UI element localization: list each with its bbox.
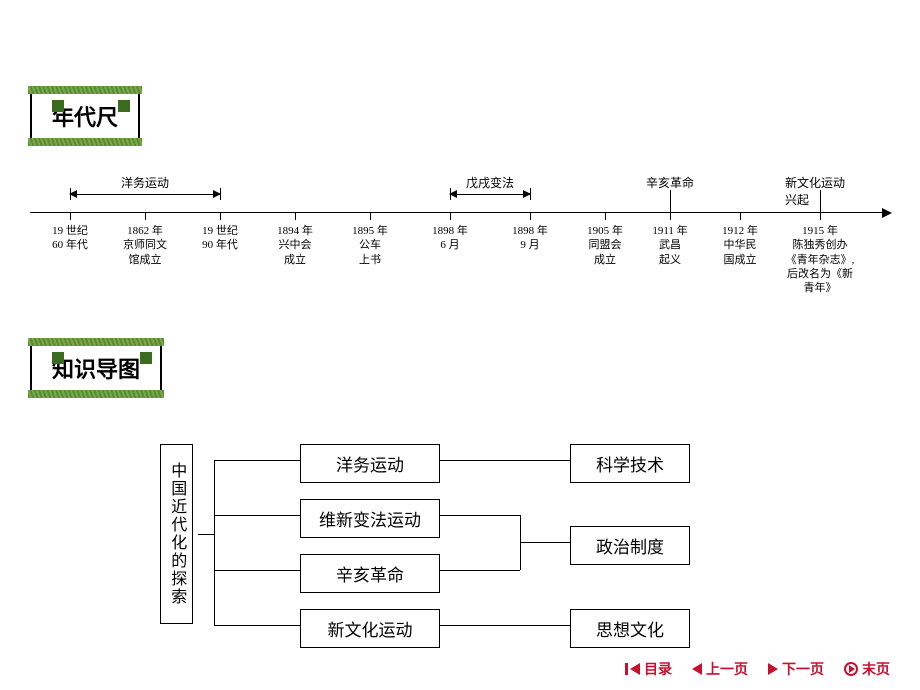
connector-line — [214, 625, 300, 626]
timeline-tick-label: 1912 年 中华民 国成立 — [722, 224, 758, 267]
timeline-tick-label: 1898 年 6 月 — [432, 224, 468, 253]
nav-label: 上一页 — [706, 659, 748, 679]
timeline-tick — [220, 212, 221, 220]
connector-line — [214, 570, 300, 571]
diagram-middle-box: 维新变法运动 — [300, 499, 440, 538]
triangle-right-icon — [768, 663, 778, 675]
timeline-tick — [530, 212, 531, 220]
timeline-axis — [30, 212, 890, 213]
nav-next[interactable]: 下一页 — [768, 659, 824, 679]
grass-decor — [28, 86, 142, 94]
timeline-tick — [605, 212, 606, 220]
timeline-tick — [450, 212, 451, 220]
timeline-tick-label: 1898 年 9 月 — [512, 224, 548, 253]
timeline-tick-label: 1894 年 兴中会 成立 — [277, 224, 313, 267]
timeline-tick-label: 1911 年 武昌 起义 — [652, 224, 687, 267]
knowledge-diagram: 中国近代化的探索 洋务运动维新变法运动辛亥革命新文化运动 科学技术政治制度思想文… — [0, 414, 920, 644]
timeline-arrow-icon — [882, 208, 892, 218]
circle-play-icon — [844, 662, 858, 676]
timeline-tick-label: 19 世纪 90 年代 — [202, 224, 238, 253]
triangle-left-icon — [630, 663, 640, 675]
diagram-middle-box: 洋务运动 — [300, 444, 440, 483]
timeline-tick — [740, 212, 741, 220]
timeline-tick-label: 1905 年 同盟会 成立 — [587, 224, 623, 267]
connector-line — [214, 515, 300, 516]
connector-line — [440, 460, 570, 461]
diagram-middle-box: 辛亥革命 — [300, 554, 440, 593]
point-label: 辛亥革命 — [646, 174, 694, 191]
timeline-tick-label: 1915 年 陈独秀创办 《青年杂志》, 后改名为《新 青年》 — [786, 224, 855, 295]
timeline-tick — [145, 212, 146, 220]
diagram-right-box: 科学技术 — [570, 444, 690, 483]
span-label: 戊戌变法 — [466, 174, 514, 191]
point-label: 新文化运动兴起 — [785, 174, 855, 208]
diagram-right-box: 思想文化 — [570, 609, 690, 648]
timeline: 19 世纪 60 年代 1862 年 京师同文 馆成立 19 世纪 90 年代 189… — [30, 172, 890, 302]
nav-label: 下一页 — [782, 659, 824, 679]
timeline-tick-label: 1862 年 京师同文 馆成立 — [123, 224, 167, 267]
connector-line — [440, 515, 520, 516]
connector-line — [520, 542, 570, 543]
footer-nav: 目录 上一页 下一页 末页 — [0, 656, 920, 682]
nav-label: 末页 — [862, 659, 890, 679]
grass-decor — [28, 390, 164, 398]
section-title-text: 知识导图 — [52, 357, 140, 382]
timeline-tick-label: 19 世纪 60 年代 — [52, 224, 88, 253]
section-title-timeline: 年代尺 — [30, 90, 140, 142]
nav-prev[interactable]: 上一页 — [692, 659, 748, 679]
grass-decor — [28, 138, 142, 146]
span-line — [70, 194, 220, 195]
section-title-diagram: 知识导图 — [30, 342, 162, 394]
timeline-tick — [295, 212, 296, 220]
diagram-right-box: 政治制度 — [570, 526, 690, 565]
triangle-left-icon — [692, 663, 702, 675]
point-line — [670, 190, 671, 212]
connector-line — [440, 570, 520, 571]
timeline-tick — [70, 212, 71, 220]
bar-icon — [625, 663, 628, 675]
grass-decor — [28, 338, 164, 346]
timeline-tick-label: 1895 年 公车 上书 — [352, 224, 388, 267]
nav-toc[interactable]: 目录 — [625, 659, 672, 679]
timeline-tick — [370, 212, 371, 220]
nav-label: 目录 — [644, 659, 672, 679]
diagram-middle-box: 新文化运动 — [300, 609, 440, 648]
connector-line — [214, 460, 300, 461]
connector-line — [198, 534, 214, 535]
diagram-root-box: 中国近代化的探索 — [160, 444, 193, 624]
connector-line — [440, 625, 570, 626]
span-label: 洋务运动 — [121, 174, 169, 191]
nav-last[interactable]: 末页 — [844, 659, 890, 679]
section-title-text: 年代尺 — [52, 105, 118, 130]
timeline-tick — [820, 212, 821, 220]
timeline-tick — [670, 212, 671, 220]
connector-line — [214, 460, 215, 625]
span-line — [450, 194, 530, 195]
